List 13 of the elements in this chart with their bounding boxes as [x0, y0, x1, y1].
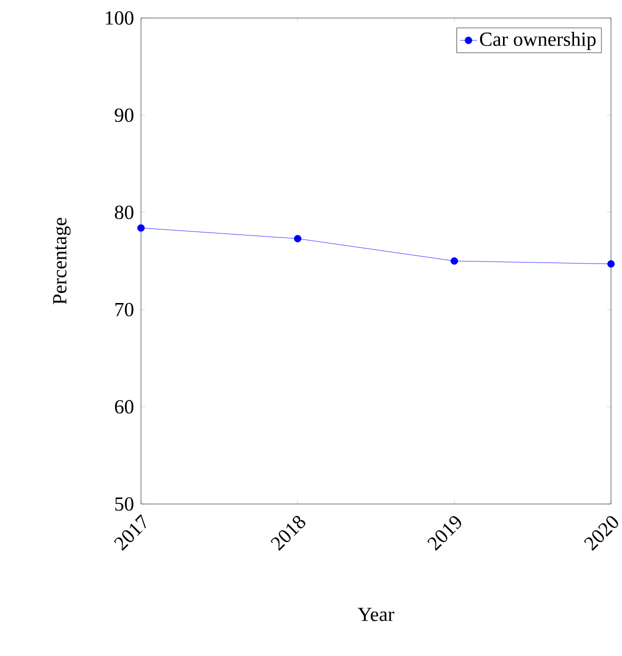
- y-tick-label: 100: [106, 11, 134, 25]
- point: [137, 224, 145, 232]
- point: [294, 234, 302, 242]
- point: [607, 260, 615, 268]
- y-tick-label: 90: [114, 108, 134, 122]
- y-tick-label: 80: [114, 206, 134, 220]
- x-axis-title: Year: [358, 608, 394, 622]
- y-tick-label: 70: [115, 302, 134, 316]
- y-tick-label: 50: [115, 497, 134, 511]
- y-axis-title: Percentage: [53, 218, 71, 304]
- legend-label: Car ownership: [480, 32, 596, 50]
- y-tick-label: 60: [114, 400, 134, 414]
- point: [450, 257, 458, 265]
